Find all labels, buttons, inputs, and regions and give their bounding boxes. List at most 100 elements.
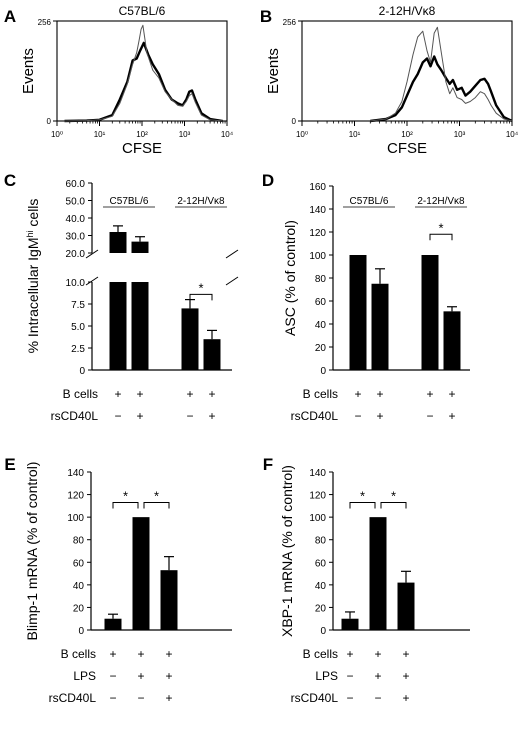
row-sign-D: + — [426, 387, 433, 401]
y-tick-label-F: 0 — [320, 626, 326, 637]
y-tick-label-D: 60 — [315, 297, 327, 308]
row-sign-F: + — [374, 647, 381, 661]
panel-letter-D: D — [262, 171, 274, 190]
x-axis-label-B: CFSE — [387, 140, 427, 157]
histogram-thin-line-B — [370, 26, 513, 122]
x-tick-label-B: 10⁰ — [296, 130, 308, 139]
y-axis-label-A: Events — [20, 48, 37, 94]
y-tick-label-F: 140 — [309, 468, 326, 479]
row-label-C: B cells — [63, 387, 98, 401]
row-sign-D: + — [448, 387, 455, 401]
y-tick-label-C: 30.0 — [66, 232, 86, 243]
row-sign-C: − — [186, 409, 193, 423]
row-sign-E: + — [165, 691, 172, 705]
group-label-D: C57BL/6 — [350, 196, 389, 207]
x-axis-label-A: CFSE — [122, 140, 162, 157]
y-tick-label-E: 0 — [78, 626, 84, 637]
y-tick-label-C: 60.0 — [66, 179, 86, 190]
y-tick-label-E: 20 — [73, 603, 85, 614]
panel-letter-B: B — [260, 7, 272, 26]
row-sign-C: − — [114, 409, 121, 423]
y-tick-label-D: 120 — [309, 228, 326, 239]
y-tick-label-E: 140 — [67, 468, 84, 479]
significance-star-F-1: * — [360, 488, 365, 503]
row-sign-F: − — [346, 669, 353, 683]
row-sign-E: + — [137, 647, 144, 661]
panel-title-A: C57BL/6 — [119, 4, 166, 18]
y-tick-label-E: 100 — [67, 513, 84, 524]
bar-C — [181, 308, 199, 370]
significance-star-E-1: * — [123, 488, 128, 503]
y-tick-label-F: 20 — [315, 603, 327, 614]
panel-letter-A: A — [4, 7, 16, 26]
row-sign-F: + — [402, 669, 409, 683]
y-axis-label-F: XBP-1 mRNA (% of control) — [279, 465, 295, 637]
panel-E: E 0 20 40 60 80 100 120 140 Blimp-1 mRNA (% of co… — [4, 455, 232, 705]
x-tick-label-A: 10⁴ — [221, 130, 234, 139]
axis-break-mark-C — [85, 249, 99, 259]
panel-C: C 20.0 30.0 40.0 50.0 60.0 0 2.5 5.0 7.5 10.0 % Int… — [4, 171, 239, 423]
row-label-F: B cells — [303, 647, 338, 661]
x-tick-label-A: 10⁰ — [51, 130, 63, 139]
significance-bracket-C — [189, 293, 213, 301]
significance-bracket-E-2 — [143, 501, 170, 509]
row-label-E: B cells — [61, 647, 96, 661]
significance-bracket-F-1 — [349, 501, 376, 509]
bar-E — [132, 517, 150, 630]
bar-F — [341, 618, 359, 630]
panel-letter-F: F — [263, 455, 273, 474]
y-axis-label-B: Events — [265, 48, 282, 94]
y-tick-label-C: 0 — [79, 366, 85, 377]
panel-letter-C: C — [4, 171, 16, 190]
y-tick-label-B: 0 — [292, 117, 297, 126]
y-tick-label-C: 20.0 — [66, 249, 86, 260]
y-tick-label-C: 40.0 — [66, 214, 86, 225]
panel-letter-E: E — [4, 455, 15, 474]
row-sign-F: + — [346, 647, 353, 661]
row-sign-D: − — [354, 409, 361, 423]
row-label-C: rsCD40L — [51, 409, 99, 423]
row-sign-F: − — [374, 691, 381, 705]
row-sign-F: − — [346, 691, 353, 705]
y-tick-label-F: 40 — [315, 581, 327, 592]
y-tick-label-B: 256 — [283, 18, 297, 27]
x-tick-label-B: 10⁴ — [506, 130, 519, 139]
bar-D — [443, 311, 461, 370]
y-tick-label-D: 140 — [309, 205, 326, 216]
bar-C — [131, 282, 149, 370]
significance-star-D: * — [438, 220, 443, 235]
row-sign-F: + — [374, 669, 381, 683]
bar-C — [131, 241, 149, 253]
y-axis-label-E: Blimp-1 mRNA (% of control) — [24, 462, 40, 641]
y-tick-label-C: 10.0 — [66, 278, 86, 289]
y-tick-label-F: 80 — [315, 536, 327, 547]
bar-E — [160, 570, 178, 630]
bar-D — [349, 255, 367, 370]
y-axis-label-D: ASC (% of control) — [282, 220, 298, 336]
group-label-D: 2-12H/Vκ8 — [417, 196, 465, 207]
row-sign-E: + — [109, 647, 116, 661]
y-tick-label-E: 120 — [67, 491, 84, 502]
row-label-F: rsCD40L — [291, 691, 339, 705]
row-label-D: B cells — [303, 387, 338, 401]
bar-E — [104, 618, 122, 630]
row-label-E: LPS — [73, 669, 96, 683]
group-label-C: 2-12H/Vκ8 — [177, 196, 225, 207]
bar-C — [203, 339, 221, 370]
row-sign-D: + — [354, 387, 361, 401]
x-tick-label-B: 10¹ — [349, 130, 361, 139]
axis-break-mark-C — [225, 276, 239, 286]
y-tick-label-E: 60 — [73, 558, 85, 569]
x-tick-label-B: 10³ — [454, 130, 466, 139]
y-tick-label-F: 60 — [315, 558, 327, 569]
row-sign-E: + — [137, 669, 144, 683]
row-sign-C: + — [186, 387, 193, 401]
axis-break-mark-C — [225, 249, 239, 259]
histogram-thick-line-B — [370, 55, 513, 123]
group-label-C: C57BL/6 — [110, 196, 149, 207]
significance-star-C: * — [198, 280, 203, 295]
y-tick-label-E: 80 — [73, 536, 85, 547]
row-sign-D: − — [426, 409, 433, 423]
bar-C — [109, 232, 127, 253]
